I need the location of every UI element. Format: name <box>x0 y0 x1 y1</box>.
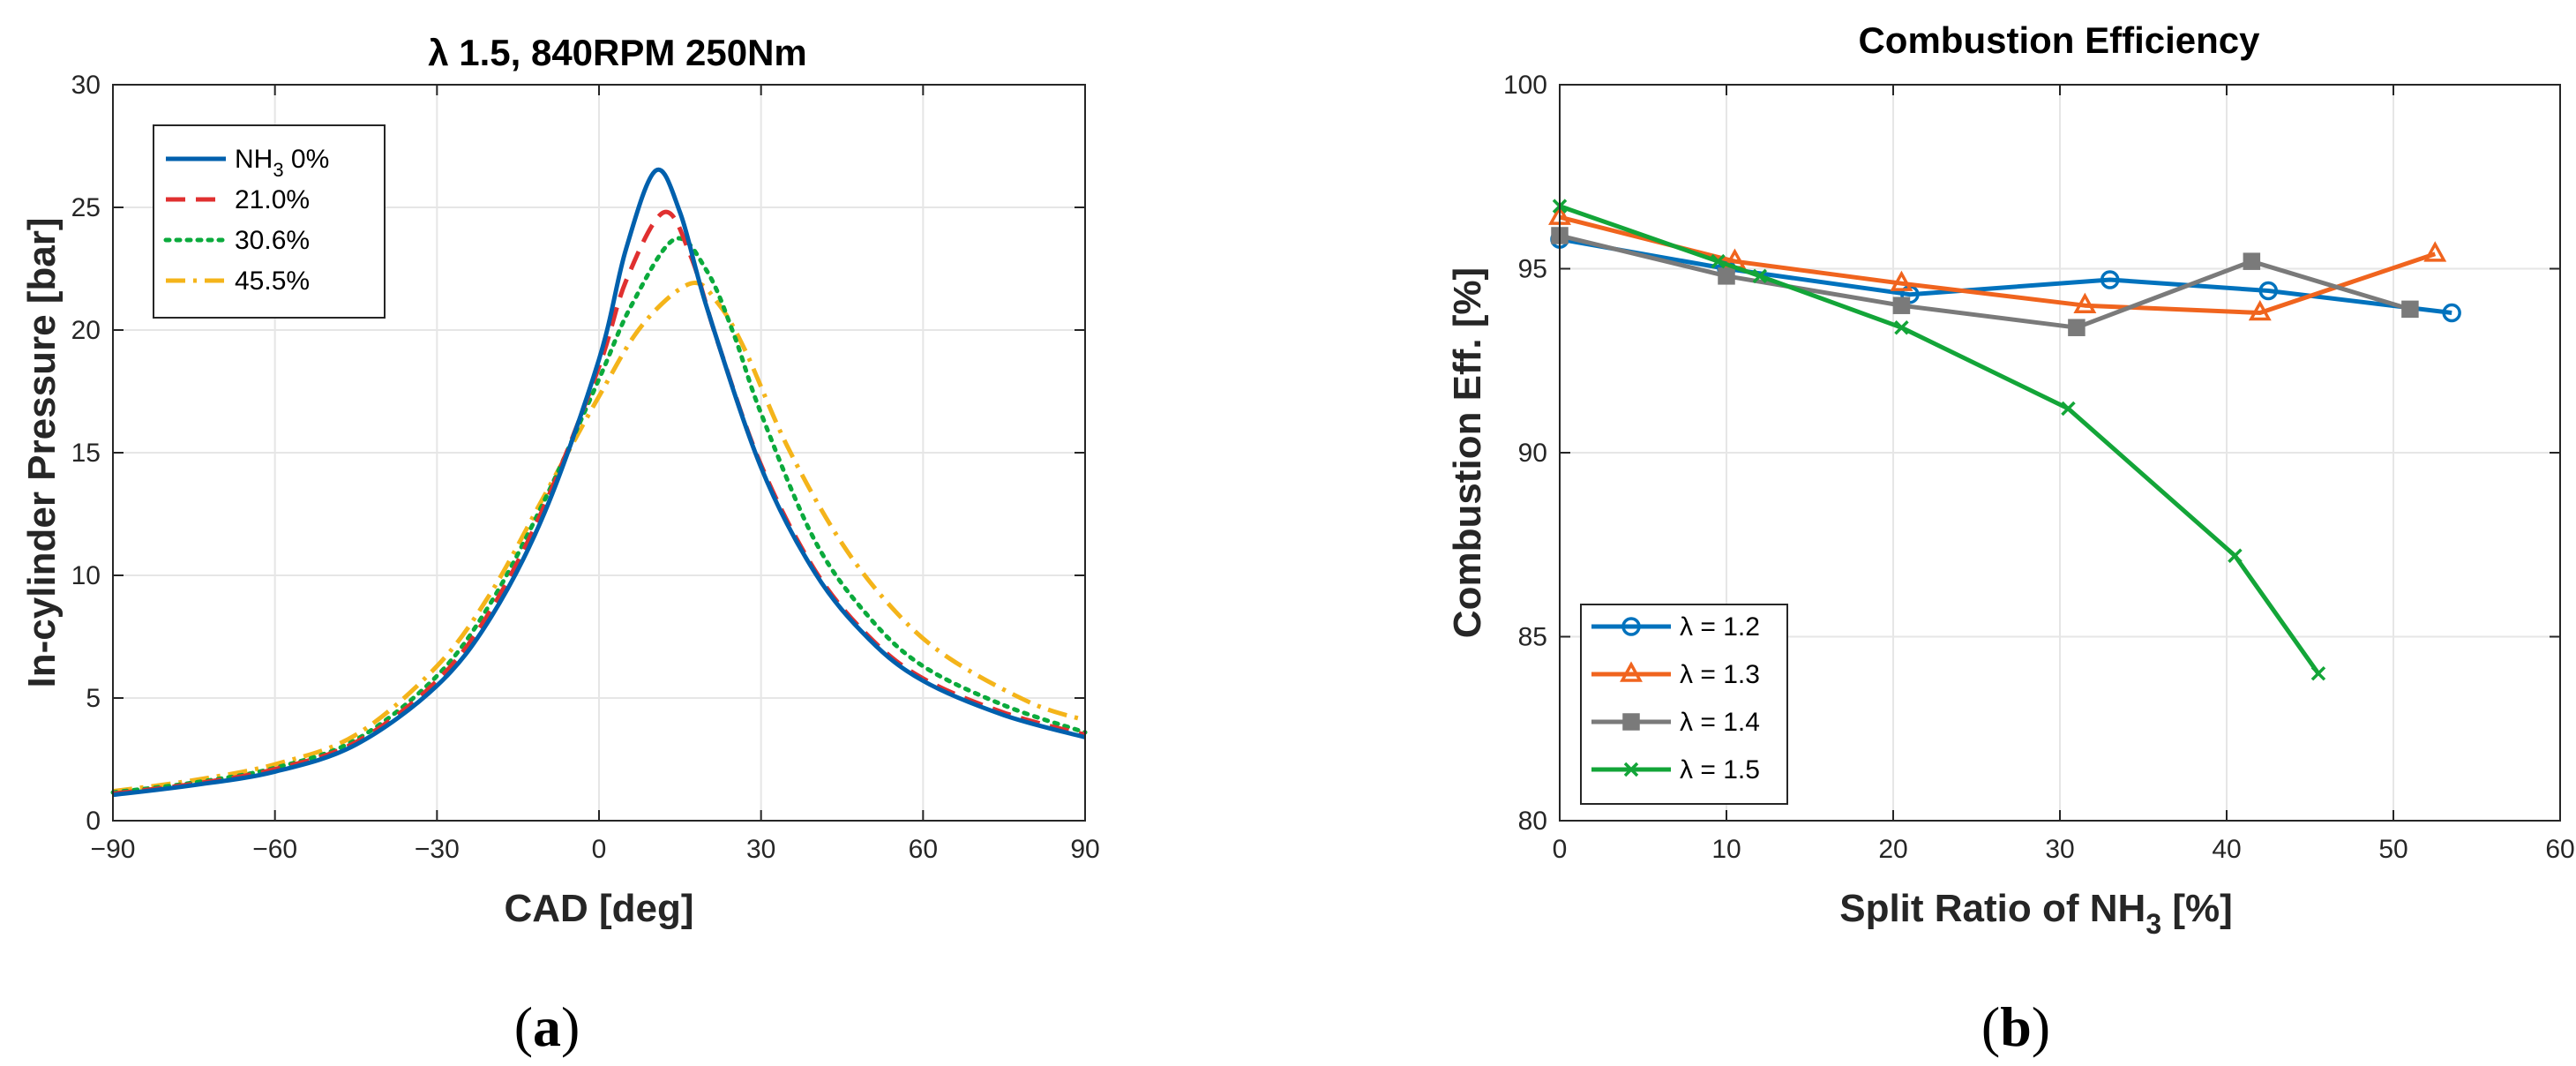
chart-b-x-tick-labels: 0 10 20 30 40 50 60 <box>1553 835 2575 864</box>
chart-b-legend-label: λ = 1.3 <box>1680 660 1760 689</box>
a-x-tick-label: −30 <box>415 835 460 864</box>
chart-b-data-point <box>2068 319 2086 336</box>
chart-b-y-axis-label: Combustion Eff. [%] <box>1446 267 1489 638</box>
chart-b-data-point <box>2100 270 2120 289</box>
chart-b-data-point <box>2310 665 2326 681</box>
chart-b-data-point <box>1892 297 1911 314</box>
chart-b-data-point <box>2258 281 2278 301</box>
chart-b-data-point <box>1752 268 1768 284</box>
panel-label-a: (a) <box>514 995 580 1058</box>
chart-a-legend-label: NH3 0% <box>235 145 329 181</box>
chart-a-series-line <box>112 167 1086 798</box>
chart-b-legend: λ = 1.2 λ = 1.3 λ = 1.4 λ = 1.5 <box>1580 604 1788 805</box>
chart-b-data-point <box>2061 401 2076 417</box>
b-y-tick-label: 80 <box>1518 807 1547 836</box>
chart-b-data-point <box>1894 319 1909 335</box>
chart-b-legend-marker <box>1622 713 1640 731</box>
chart-b-series-line <box>1559 233 2411 330</box>
chart-b-y-tick-labels: 80 85 90 95 100 <box>1503 71 1547 836</box>
b-x-tick-label: 0 <box>1553 835 1568 864</box>
chart-b-data-point <box>2401 300 2419 319</box>
b-x-tick-label: 30 <box>2045 835 2074 864</box>
chart-b-data-point <box>1890 270 1913 291</box>
chart-b-series-line <box>1559 236 2452 315</box>
chart-b-x-axis-label-base: Split Ratio of NH <box>1839 887 2145 930</box>
a-y-tick-label: 25 <box>71 193 101 222</box>
chart-b: 0 10 20 30 40 50 60 80 85 90 95 100 Combustion Eff… <box>1446 19 2575 1058</box>
a-y-tick-label: 0 <box>86 807 101 836</box>
chart-a: −90 −60 −30 0 30 60 90 0 5 10 15 20 25 30 λ 1.5, 840… <box>20 32 1100 1058</box>
b-x-tick-label: 40 <box>2212 835 2241 864</box>
chart-b-legend-marker <box>1623 762 1639 777</box>
chart-a-legend-label: 30.6% <box>235 226 310 255</box>
chart-a-legend-label: 45.5% <box>235 266 310 296</box>
b-y-tick-label: 95 <box>1518 255 1547 284</box>
chart-b-ticks <box>1559 84 2561 822</box>
chart-b-legend-marker <box>1620 661 1643 682</box>
chart-b-legend-label: λ = 1.2 <box>1680 612 1760 642</box>
a-x-tick-label: 60 <box>909 835 938 864</box>
chart-b-data-point <box>2073 292 2097 313</box>
chart-a-y-tick-labels: 0 5 10 15 20 25 30 <box>71 71 101 836</box>
a-x-tick-label: −90 <box>91 835 136 864</box>
chart-a-x-tick-labels: −90 −60 −30 0 30 60 90 <box>91 835 1100 864</box>
chart-a-lines <box>110 167 1088 798</box>
chart-a-series-line <box>110 236 1088 795</box>
chart-a-series-line <box>112 280 1086 794</box>
chart-b-data-point <box>1718 267 1735 285</box>
chart-a-title: λ 1.5, 840RPM 250Nm <box>428 32 807 73</box>
a-x-tick-label: 30 <box>746 835 775 864</box>
chart-b-series-line <box>1559 214 2437 315</box>
chart-b-lines <box>1548 199 2461 681</box>
chart-b-legend-label: λ = 1.4 <box>1680 708 1760 737</box>
b-x-tick-label: 50 <box>2378 835 2408 864</box>
chart-b-data-point <box>2442 303 2461 323</box>
a-y-tick-label: 5 <box>86 684 101 713</box>
chart-b-data-point <box>2228 548 2243 563</box>
b-x-tick-label: 60 <box>2545 835 2574 864</box>
b-y-tick-label: 90 <box>1518 439 1547 468</box>
b-x-tick-label: 10 <box>1711 835 1741 864</box>
chart-b-title: Combustion Efficiency <box>1858 19 2260 61</box>
chart-b-legend-label: λ = 1.5 <box>1680 755 1760 784</box>
chart-b-legend-marker <box>1621 617 1641 636</box>
a-x-tick-label: 90 <box>1070 835 1099 864</box>
b-y-tick-label: 100 <box>1503 71 1547 100</box>
chart-b-x-axis-label-tail: [%] <box>2161 887 2233 930</box>
chart-b-data-point <box>1711 253 1726 269</box>
a-y-tick-label: 30 <box>71 71 101 100</box>
chart-a-y-axis-label: In-cylinder Pressure [bar] <box>20 217 64 687</box>
b-x-tick-label: 20 <box>1878 835 1907 864</box>
a-y-tick-label: 15 <box>71 439 101 468</box>
chart-b-data-point <box>2423 241 2447 262</box>
chart-b-x-axis-label-sub: 3 <box>2145 908 2161 940</box>
a-x-tick-label: −60 <box>252 835 297 864</box>
b-y-tick-label: 85 <box>1518 623 1547 652</box>
a-y-tick-label: 20 <box>71 316 101 345</box>
chart-a-legend-label: 21.0% <box>235 185 310 214</box>
chart-b-data-point <box>2248 299 2272 321</box>
panel-label-b: (b) <box>1981 995 2050 1058</box>
chart-b-data-point <box>2243 252 2261 270</box>
chart-a-x-axis-label: CAD [deg] <box>504 887 693 930</box>
a-x-tick-label: 0 <box>592 835 607 864</box>
chart-b-x-axis-label: Split Ratio of NH3 [%] <box>1839 887 2233 940</box>
chart-a-ticks <box>112 84 1086 822</box>
a-y-tick-label: 10 <box>71 561 101 590</box>
chart-a-legend: NH3 0% 21.0% 30.6% 45.5% <box>153 124 386 319</box>
